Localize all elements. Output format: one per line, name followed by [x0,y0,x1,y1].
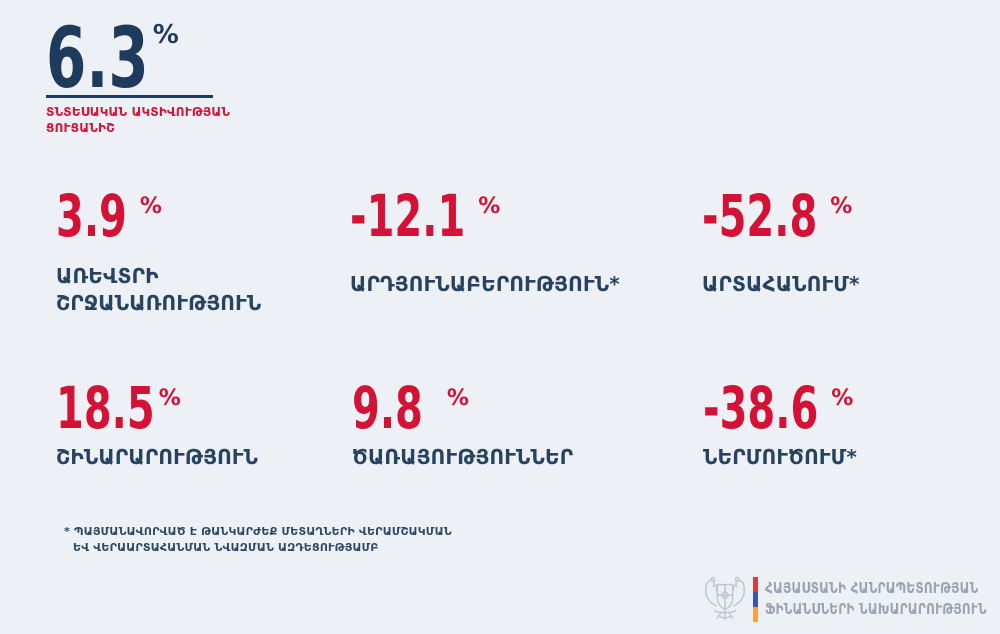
flag-blue-stripe [753,592,758,607]
flag-orange-stripe [753,607,758,622]
footnote-line2: ԵՎ ՎԵՐԱԱՐՏԱՀԱՆՄԱՆ ՆՎԱԶՄԱՆ ԱԶԴԵՑՈՒԹՅԱՄԲ [73,541,379,554]
stat-value: -12.1 [350,183,466,251]
stat-value: 9.8 [352,375,423,443]
stat-value: -38.6 [703,375,819,443]
percent-sign: % [139,194,162,219]
stat-export: -52.8 % ԱՐՏԱՀԱՆՈՒՄ* [702,188,1000,298]
headline-underline [46,95,213,98]
stat-label: ՇԻՆԱՐԱՐՈՒԹՅՈՒՆ [56,445,259,469]
stat-trade-turnover: 3.9 % ԱՌԵՎՏՐԻ ՇՐՋԱՆԱՌՈՒԹՅՈՒՆ [56,188,356,317]
percent-sign: % [831,386,854,411]
percent-sign: % [830,194,853,219]
stat-value: 18.5 [56,375,155,443]
footnote: * ՊԱՅՄԱՆԱՎՈՐՎԱԾ Է ԹԱՆԿԱՐԺԵՔ ՄԵՏԱՂՆԵՐԻ ՎԵ… [64,524,452,556]
stat-value: 3.9 [56,183,127,251]
percent-sign: % [478,194,501,219]
headline-caption-line2: ՑՈՒՑԱՆԻՇ [46,121,115,135]
headline-percent-sign: % [152,20,179,50]
armenia-coat-of-arms-icon [702,574,748,628]
stat-label: ԾԱՌԱՅՈՒԹՅՈՒՆՆԵՐ [352,445,574,469]
stat-services: 9.8 % ԾԱՌԱՅՈՒԹՅՈՒՆՆԵՐ [352,380,652,471]
stat-label: ԱՌԵՎՏՐԻ ՇՐՋԱՆԱՌՈՒԹՅՈՒՆ [56,264,262,315]
headline-stat: 6.3 % [46,16,179,100]
stat-label: ԱՐՏԱՀԱՆՈՒՄ* [702,272,860,296]
armenia-flag-bar-icon [753,577,758,622]
stat-label: ՆԵՐՄՈՒԾՈՒՄ* [703,445,858,469]
headline-caption: ՏՆՏԵՍԱԿԱՆ ԱԿՏԻՎՈՒԹՅԱՆ ՑՈՒՑԱՆԻՇ [46,104,230,136]
stat-import: -38.6 % ՆԵՐՄՈՒԾՈՒՄ* [703,380,1000,471]
percent-sign: % [446,386,469,411]
headline-value: 6.3 [46,8,149,108]
stat-industry: -12.1 % ԱՐԴՅՈՒՆԱԲԵՐՈՒԹՅՈՒՆ* [350,188,650,298]
stat-value: -52.8 [702,183,818,251]
footnote-line1: * ՊԱՅՄԱՆԱՎՈՐՎԱԾ Է ԹԱՆԿԱՐԺԵՔ ՄԵՏԱՂՆԵՐԻ ՎԵ… [64,525,452,538]
flag-red-stripe [753,577,758,592]
ministry-name: ՀԱՅԱՍՏԱՆԻ ՀԱՆՐԱՊԵՏՈՒԹՅԱՆ ՖԻՆԱՆՍՆԵՐԻ ՆԱԽԱ… [765,578,987,620]
ministry-name-line1: ՀԱՅԱՍՏԱՆԻ ՀԱՆՐԱՊԵՏՈՒԹՅԱՆ [765,579,979,597]
stat-label: ԱՐԴՅՈՒՆԱԲԵՐՈՒԹՅՈՒՆ* [350,272,620,296]
headline-caption-line1: ՏՆՏԵՍԱԿԱՆ ԱԿՏԻՎՈՒԹՅԱՆ [46,105,231,119]
percent-sign: % [158,386,181,411]
stat-construction: 18.5 % ՇԻՆԱՐԱՐՈՒԹՅՈՒՆ [56,380,356,471]
ministry-name-line2: ՖԻՆԱՆՍՆԵՐԻ ՆԱԽԱՐԱՐՈՒԹՅՈՒՆ [765,600,987,618]
